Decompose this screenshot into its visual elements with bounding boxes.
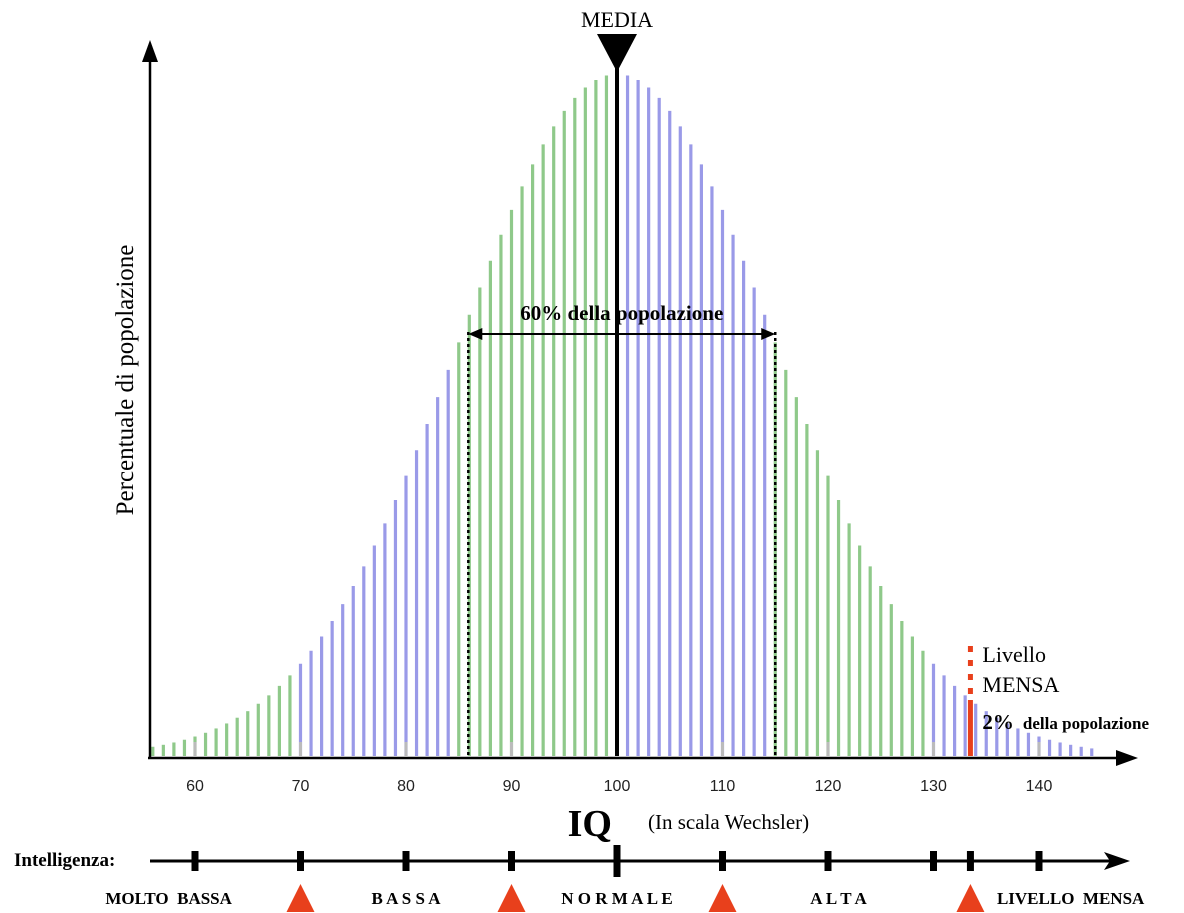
scale-category-label: A L T A bbox=[810, 889, 867, 908]
mensa-percentage-label: 2% della popolazione bbox=[982, 710, 1149, 734]
scale-tick bbox=[613, 845, 621, 877]
boundary-marker-triangle bbox=[956, 884, 985, 912]
x-axis-arrow bbox=[1116, 750, 1138, 766]
scale-tick bbox=[191, 851, 199, 871]
x-axis-label-sub: (In scala Wechsler) bbox=[648, 810, 809, 834]
intelligence-scale-boundary-markers bbox=[286, 884, 985, 912]
mensa-label-line1: Livello bbox=[982, 642, 1046, 667]
mensa-pct-strong: 2% bbox=[982, 710, 1014, 734]
boundary-marker-triangle bbox=[286, 884, 315, 912]
x-axis-tick-labels: 60 70 80 90 100 110 120 130 140 bbox=[186, 778, 1052, 795]
x-tick-label: 110 bbox=[710, 778, 736, 795]
range-label: 60% della popolazione bbox=[520, 301, 723, 325]
x-tick-label: 90 bbox=[503, 778, 521, 795]
x-tick-label: 80 bbox=[397, 778, 415, 795]
intelligence-scale-ticks bbox=[191, 845, 1043, 877]
scale-tick bbox=[966, 851, 974, 871]
scale-tick bbox=[719, 851, 726, 871]
intelligence-scale-label: Intelligenza: bbox=[14, 850, 115, 871]
scale-tick bbox=[930, 851, 937, 871]
scale-tick bbox=[402, 851, 410, 871]
x-tick-label: 130 bbox=[920, 778, 947, 795]
range-arrow-right-head bbox=[761, 328, 776, 340]
mensa-label-line2: MENSA bbox=[982, 672, 1059, 697]
boundary-marker-triangle bbox=[708, 884, 737, 912]
scale-tick bbox=[508, 851, 515, 871]
x-tick-label: 70 bbox=[292, 778, 310, 795]
y-axis-label: Percentuale di popolazione bbox=[112, 245, 139, 516]
mensa-pct-rest: della popolazione bbox=[1023, 714, 1150, 733]
intelligence-scale-categories: MOLTO BASSA B A S S A N O R M A L E A L T A… bbox=[105, 889, 1145, 908]
x-tick-label: 140 bbox=[1026, 778, 1053, 795]
x-tick-label: 120 bbox=[815, 778, 842, 795]
scale-category-label: N O R M A L E bbox=[561, 889, 672, 908]
range-arrow-left-head bbox=[468, 328, 483, 340]
mean-triangle-marker bbox=[597, 34, 637, 72]
scale-category-label: MOLTO BASSA bbox=[105, 889, 232, 908]
boundary-marker-triangle bbox=[497, 884, 526, 912]
scale-tick bbox=[297, 851, 304, 871]
scale-category-label: B A S S A bbox=[372, 889, 442, 908]
scale-tick bbox=[1035, 851, 1043, 871]
scale-tick bbox=[824, 851, 832, 871]
mean-label: MEDIA bbox=[581, 7, 653, 32]
intelligence-scale-arrow bbox=[1104, 852, 1130, 870]
y-axis-arrow bbox=[142, 40, 158, 62]
distribution-bars bbox=[151, 74, 1094, 756]
x-axis-label-main: IQ bbox=[568, 803, 612, 845]
x-tick-label: 60 bbox=[186, 778, 204, 795]
scale-category-label: LIVELLO MENSA bbox=[997, 889, 1145, 908]
x-tick-label: 100 bbox=[604, 778, 631, 795]
